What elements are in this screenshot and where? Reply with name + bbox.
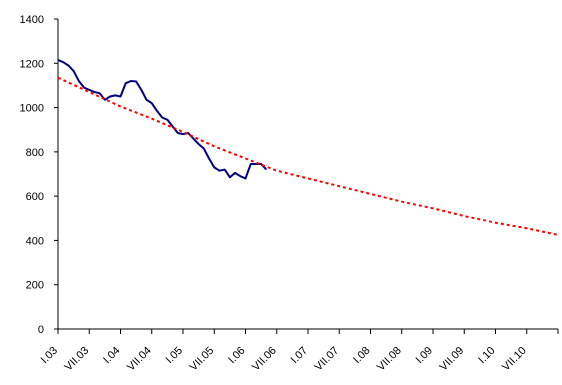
x-tick-label: I.05 (164, 345, 185, 366)
y-tick-label: 800 (26, 147, 44, 159)
y-tick-label: 1000 (20, 103, 44, 115)
x-tick-label: VII.05 (188, 345, 217, 374)
x-tick-label: I.06 (226, 345, 247, 366)
trend-series-line (57, 76, 559, 236)
x-tick-label: I.09 (414, 345, 435, 366)
actual-series-line (57, 59, 268, 180)
x-tick-label: VII.06 (250, 345, 279, 374)
series-layer (57, 59, 559, 236)
x-tick-label: VII.10 (500, 345, 529, 374)
x-tick-label: I.08 (351, 345, 372, 366)
x-axis: I.03 VII.03 I.04 VII.04 I.05 VII.05 I.06 VII.06… (39, 328, 559, 374)
y-tick-label: 1400 (20, 14, 44, 26)
x-tick-label: VII.07 (313, 345, 342, 374)
x-tick-label: VII.09 (438, 345, 467, 374)
x-tick-label: I.03 (39, 345, 60, 366)
y-tick-label: 0 (38, 324, 44, 336)
x-tick-label: VII.03 (63, 345, 92, 374)
x-tick-label: I.10 (476, 345, 497, 366)
y-tick-label: 1200 (20, 58, 44, 70)
x-tick-label: I.04 (101, 345, 122, 366)
x-tick-label: I.07 (289, 345, 310, 366)
y-tick-label: 600 (26, 191, 44, 203)
x-tick-label: VII.04 (125, 345, 154, 374)
y-tick-label: 400 (26, 235, 44, 247)
y-axis: 0 200 400 600 800 1000 1200 1400 (20, 14, 59, 336)
y-tick-label: 200 (26, 280, 44, 292)
x-tick-label: VII.08 (375, 345, 404, 374)
